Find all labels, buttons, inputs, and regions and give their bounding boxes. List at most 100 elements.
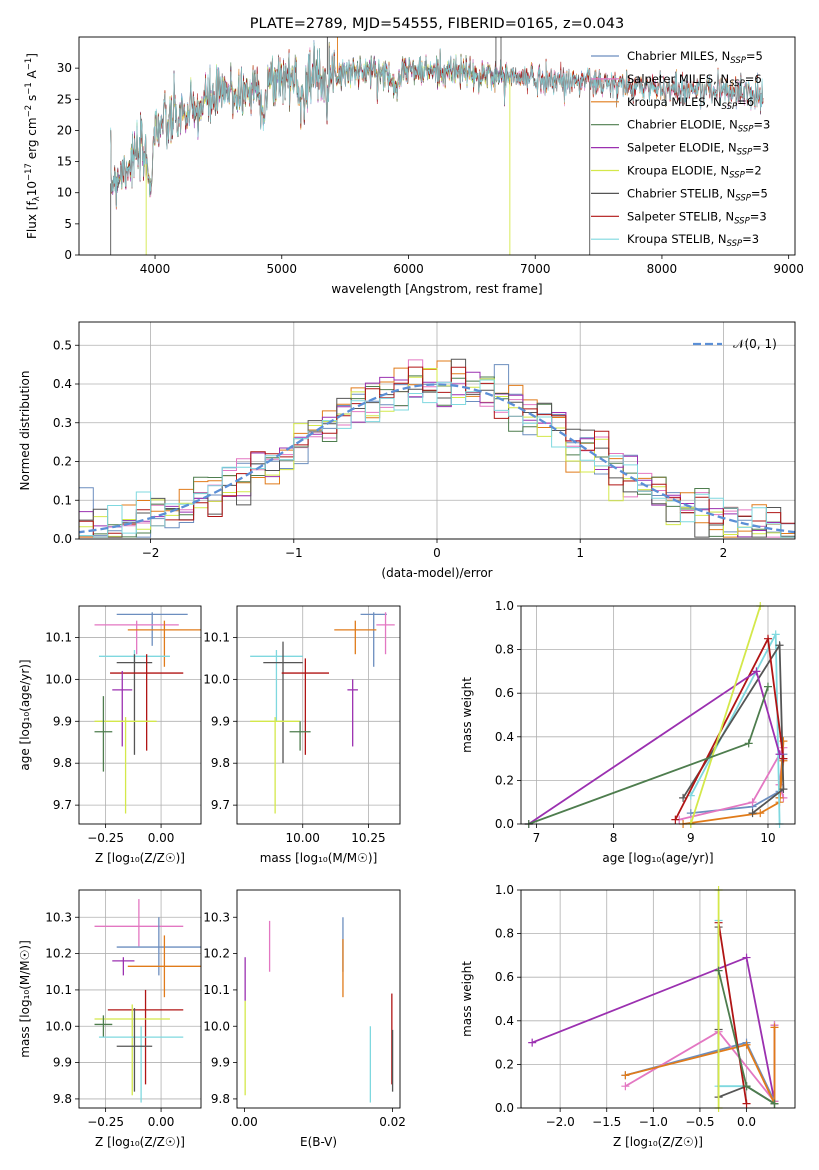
legend-label: Chabrier MILES, NSSP=5 xyxy=(627,49,763,66)
weight-marker xyxy=(763,682,772,691)
spectrum-line xyxy=(110,41,764,207)
y-tick-label: 0.4 xyxy=(495,730,514,744)
y-tick-label: 9.8 xyxy=(53,1092,72,1106)
y-tick-label: 10.1 xyxy=(203,630,230,644)
axes-frame xyxy=(236,889,401,1109)
chart-title: PLATE=2789, MJD=54555, FIBERID=0165, z=0… xyxy=(250,16,624,32)
axes-frame xyxy=(78,321,796,540)
x-tick-label: 8 xyxy=(610,831,618,845)
y-tick-label: 9.8 xyxy=(211,756,230,770)
y-tick-label: 9.9 xyxy=(53,714,72,728)
x-tick-label: 10 xyxy=(760,831,775,845)
y-tick-label: 0.2 xyxy=(495,1057,514,1071)
weight-marker xyxy=(714,966,723,975)
mass-vs-ebv-panel: 0.00 0.02 9.8 9.9 10.0 10.1 10.2 10.3 E(B-V) xyxy=(203,889,406,1149)
y-tick-label: 0.8 xyxy=(495,927,514,941)
y-tick-label: 10.0 xyxy=(45,672,72,686)
weight-marker xyxy=(742,953,751,962)
y-axis-label: mass weight xyxy=(460,677,474,753)
legend: Chabrier MILES, NSSP=5 Salpeter MILES, NS… xyxy=(591,49,770,249)
x-tick-label: 0.00 xyxy=(148,1115,175,1129)
y-tick-label: 0 xyxy=(64,248,72,262)
x-tick-label: 0.00 xyxy=(148,831,175,845)
y-tick-label: 9.9 xyxy=(53,1056,72,1070)
x-axis-label: wavelength [Angstrom, rest frame] xyxy=(331,282,542,296)
weight-line xyxy=(682,642,785,814)
y-tick-label: 25 xyxy=(57,92,72,106)
y-axis-label: Flux [fλ10−17 erg cm−2 s−1 A−1] xyxy=(24,53,42,239)
y-tick-label: 10.0 xyxy=(203,1019,230,1033)
weight-marker xyxy=(528,1038,537,1047)
axes-frame xyxy=(520,605,796,825)
y-tick-label: 0.1 xyxy=(53,493,72,507)
axes-frame xyxy=(78,605,202,825)
weight-marker xyxy=(771,630,780,639)
weight-vs-age-panel: 7 8 9 10 0.0 0.2 0.4 0.6 0.8 1.0 age [log₁₀(age/yr… xyxy=(460,599,796,865)
x-axis-label: E(B-V) xyxy=(300,1135,337,1149)
y-tick-label: 10.1 xyxy=(45,983,72,997)
weight-marker xyxy=(742,1040,751,1049)
y-tick-label: 0.8 xyxy=(495,643,514,657)
y-tick-label: 0.6 xyxy=(495,686,514,700)
normal-curve xyxy=(79,383,795,534)
x-tick-label: 0 xyxy=(433,546,441,560)
y-tick-label: 0.2 xyxy=(495,773,514,787)
legend-label: Kroupa MILES, NSSP=6 xyxy=(627,95,754,112)
legend-label: Chabrier ELODIE, NSSP=3 xyxy=(627,118,770,135)
y-tick-label: 15 xyxy=(57,155,72,169)
legend-label: Salpeter ELODIE, NSSP=3 xyxy=(627,141,769,158)
y-tick-label: 10.0 xyxy=(45,1019,72,1033)
axes-frame xyxy=(236,605,401,825)
x-tick-label: −0.5 xyxy=(685,1115,714,1129)
x-tick-label: 10.25 xyxy=(351,831,385,845)
x-tick-label: 6000 xyxy=(393,262,424,276)
x-axis-label: age [log₁₀(age/yr)] xyxy=(602,851,713,865)
weight-line xyxy=(717,922,748,1104)
weight-line xyxy=(528,669,781,824)
axes-frame xyxy=(78,889,202,1109)
y-tick-label: 10.3 xyxy=(45,910,72,924)
legend-label: Salpeter STELIB, NSSP=3 xyxy=(627,209,767,226)
mass-vs-metallicity-panel: −0.25 0.00 9.8 9.9 10.0 10.1 10.2 10.3 Z [log₁₀(… xyxy=(18,889,202,1149)
weight-marker xyxy=(779,754,788,763)
legend-label: Kroupa ELODIE, NSSP=2 xyxy=(627,164,762,181)
x-tick-label: 1 xyxy=(576,546,584,560)
weight-marker xyxy=(742,1099,751,1108)
y-tick-label: 30 xyxy=(57,61,72,75)
y-axis-label: mass [log₁₀(M/M☉)] xyxy=(18,940,32,1058)
y-tick-label: 0.5 xyxy=(53,338,72,352)
weight-marker xyxy=(763,634,772,643)
legend-label: Chabrier STELIB, NSSP=5 xyxy=(627,186,768,203)
weight-line xyxy=(625,1027,776,1104)
weight-line xyxy=(690,633,781,824)
x-tick-label: 10.00 xyxy=(286,831,320,845)
weight-marker xyxy=(621,1071,630,1080)
y-tick-label: 10.1 xyxy=(203,983,230,997)
x-tick-label: −0.25 xyxy=(87,1115,124,1129)
legend-label: Salpeter MILES, NSSP=6 xyxy=(627,72,762,89)
weight-marker xyxy=(744,739,753,748)
x-axis-label: (data-model)/error xyxy=(381,566,492,580)
y-tick-label: 20 xyxy=(57,123,72,137)
x-tick-label: −0.25 xyxy=(87,831,124,845)
y-tick-label: 5 xyxy=(64,217,72,231)
y-tick-label: 0.0 xyxy=(495,1101,514,1115)
y-tick-label: 10.3 xyxy=(203,910,230,924)
y-axis-label: age [log₁₀(age/yr)] xyxy=(18,659,32,770)
y-tick-label: 0.6 xyxy=(495,970,514,984)
y-tick-label: 0.0 xyxy=(53,532,72,546)
x-tick-label: 9 xyxy=(687,831,695,845)
x-tick-label: 5000 xyxy=(266,262,297,276)
x-axis-label: Z [log₁₀(Z/Z☉)] xyxy=(613,1135,703,1149)
y-tick-label: 9.8 xyxy=(211,1092,230,1106)
y-tick-label: 0.2 xyxy=(53,455,72,469)
weight-vs-metallicity-panel: −2.0 −1.5 −1.0 −0.5 0.0 0.0 0.2 0.4 0.6 0.8 1.0 Z [… xyxy=(460,883,796,1149)
legend-label: 𝒩(0, 1) xyxy=(733,337,777,351)
age-vs-metallicity-panel: −0.25 0.00 9.7 9.8 9.9 10.0 10.1 Z [log₁₀(Z/Z☉)… xyxy=(18,605,202,865)
age-vs-mass-panel: 10.00 10.25 9.7 9.8 9.9 10.0 10.1 mass [log₁₀(M… xyxy=(203,605,401,865)
weight-marker xyxy=(779,785,788,794)
axes-frame xyxy=(520,889,796,1109)
x-tick-label: −2.0 xyxy=(546,1115,575,1129)
y-tick-label: 10.2 xyxy=(203,947,230,961)
